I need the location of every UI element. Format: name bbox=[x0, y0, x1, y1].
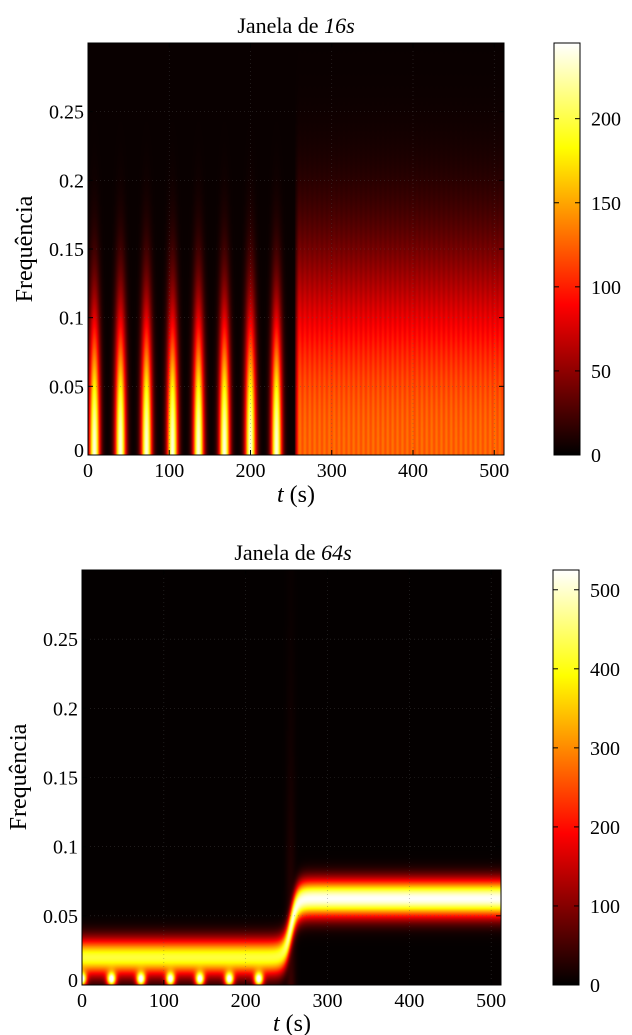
colorbar-tick-label: 500 bbox=[590, 580, 620, 602]
grid-lines-1 bbox=[88, 43, 504, 455]
colorbar-2 bbox=[552, 569, 580, 986]
colorbar-ticks-1: 0 50 100 150 200 bbox=[554, 109, 621, 467]
x-axis-label-2: t (s) bbox=[273, 1011, 311, 1035]
y-tick-label: 0.15 bbox=[49, 239, 84, 261]
x-tick-label: 100 bbox=[154, 460, 184, 482]
y-tick-label: 0.1 bbox=[53, 837, 78, 859]
colorbar-tick-label: 0 bbox=[591, 445, 601, 467]
y-tick-label: 0.15 bbox=[43, 768, 78, 790]
x-tick-label: 0 bbox=[77, 990, 87, 1012]
x-tick-label: 300 bbox=[313, 990, 343, 1012]
colorbar-tick-label: 100 bbox=[591, 277, 621, 299]
x-tick-label: 200 bbox=[231, 990, 261, 1012]
colorbar-tick-label: 0 bbox=[590, 975, 600, 997]
colorbar-tick-label: 200 bbox=[590, 817, 620, 839]
x-axis-1: 0 100 200 300 400 500 bbox=[83, 43, 509, 482]
colorbar-ticks-2: 0 100 200 300 400 500 bbox=[553, 580, 620, 997]
spectrogram-panel-2: Janela de 64s 0 100 200 300 400 500 00.050.10… bbox=[6, 540, 620, 1035]
y-axis-2: 0 0.05 0.1 0.15 0.2 0.25 bbox=[43, 629, 501, 992]
x-tick-label: 300 bbox=[317, 460, 347, 482]
chart-title-2: Janela de 64s bbox=[234, 540, 351, 565]
colorbar-tick-label: 150 bbox=[591, 193, 621, 215]
x-tick-label: 400 bbox=[394, 990, 424, 1012]
y-tick-label: 0.2 bbox=[59, 170, 84, 192]
y-axis-label-1: Frequência bbox=[12, 195, 38, 302]
colorbar-tick-label: 100 bbox=[590, 896, 620, 918]
y-tick-label: 0 bbox=[74, 440, 84, 462]
y-axis-1: 0 0.05 0.1 0.15 0.2 0.25 bbox=[49, 102, 504, 462]
y-axis-label-2: Frequência bbox=[6, 723, 32, 830]
x-tick-label: 500 bbox=[479, 460, 509, 482]
colorbar-1 bbox=[553, 42, 581, 456]
spectrogram-panel-1: Janela de 16s 0 100 200 300 400 500 00.050.10… bbox=[12, 13, 621, 508]
x-axis-label-1: t (s) bbox=[277, 482, 315, 508]
x-tick-label: 100 bbox=[149, 990, 179, 1012]
chart-title-1: Janela de 16s bbox=[237, 13, 354, 38]
x-tick-label: 400 bbox=[398, 460, 428, 482]
y-tick-label: 0.2 bbox=[53, 698, 78, 720]
x-tick-label: 0 bbox=[83, 460, 93, 482]
y-tick-label: 0.25 bbox=[43, 629, 78, 651]
colorbar-tick-label: 300 bbox=[590, 738, 620, 760]
heatmap-image-2 bbox=[82, 570, 501, 985]
x-tick-label: 500 bbox=[476, 990, 506, 1012]
y-tick-label: 0.05 bbox=[49, 376, 84, 398]
x-tick-label: 200 bbox=[236, 460, 266, 482]
y-tick-label: 0.05 bbox=[43, 906, 78, 928]
y-tick-label: 0 bbox=[68, 970, 78, 992]
y-tick-label: 0.1 bbox=[59, 308, 84, 330]
colorbar-tick-label: 200 bbox=[591, 109, 621, 131]
y-tick-label: 0.25 bbox=[49, 102, 84, 124]
colorbar-tick-label: 400 bbox=[590, 659, 620, 681]
x-axis-2: 0 100 200 300 400 500 bbox=[77, 570, 506, 1012]
colorbar-tick-label: 50 bbox=[591, 361, 611, 383]
